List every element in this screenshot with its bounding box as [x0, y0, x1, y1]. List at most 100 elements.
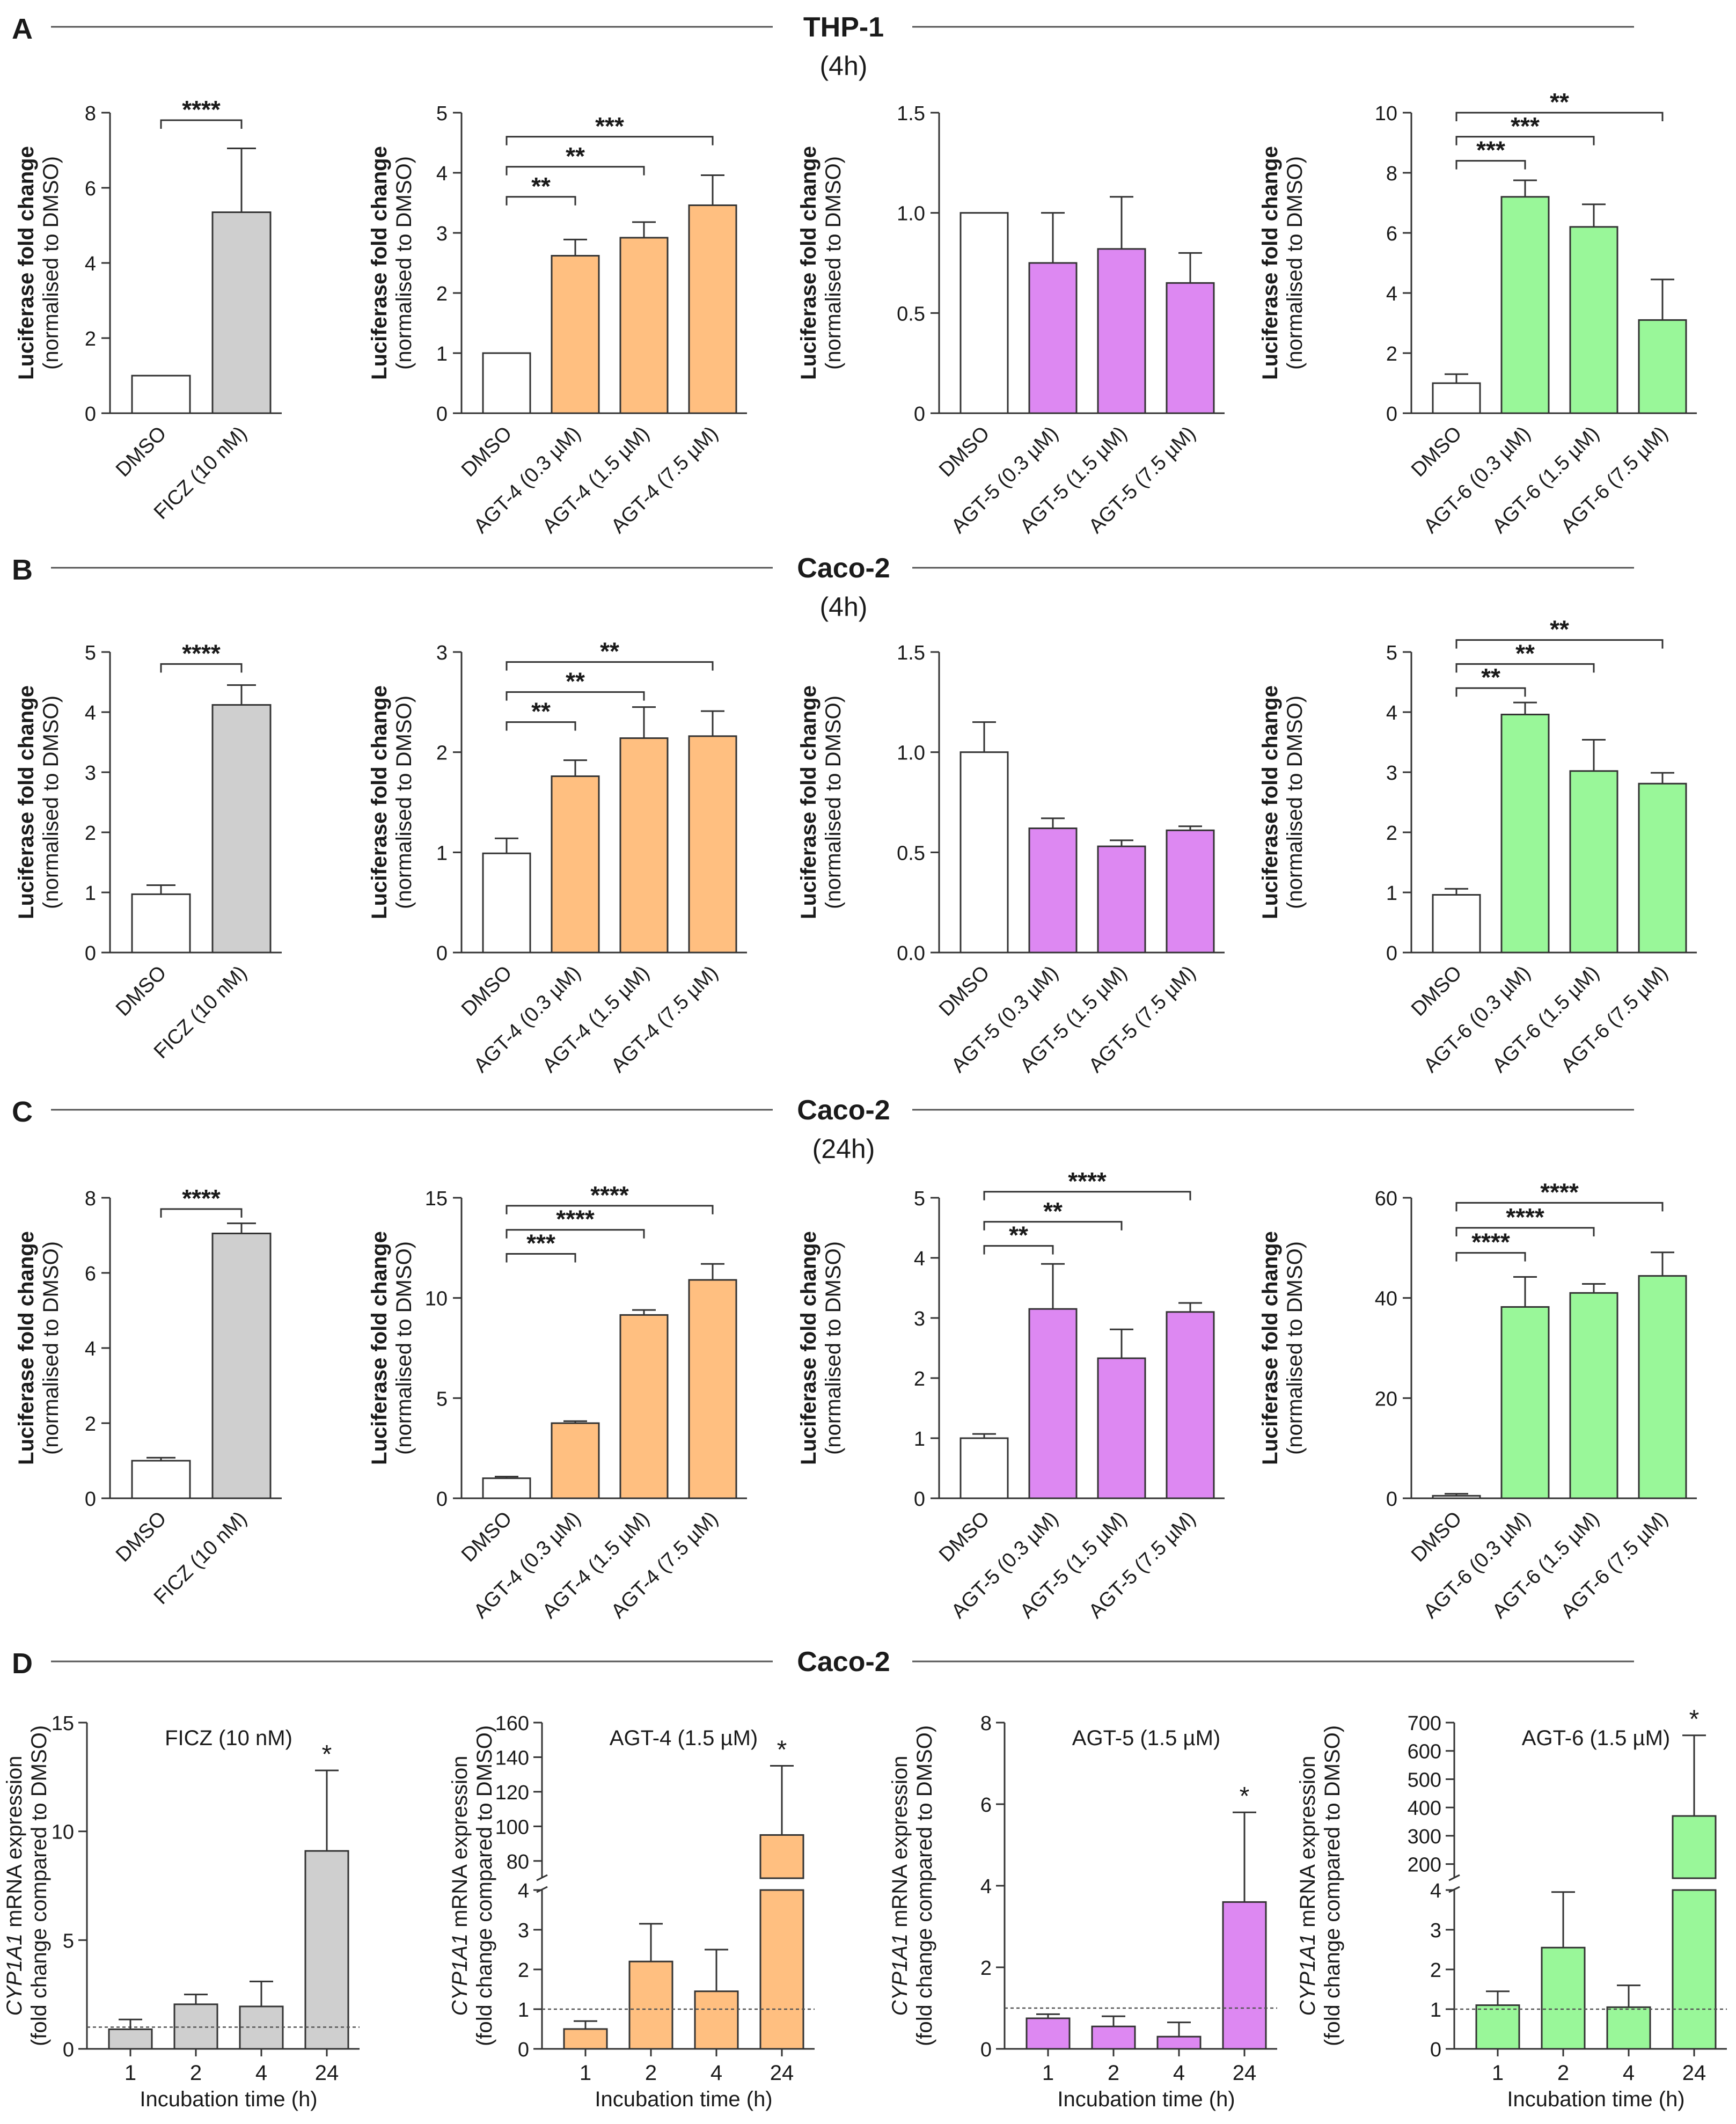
y-tick-label: 4 — [85, 1338, 96, 1360]
significance-bracket — [1455, 687, 1526, 697]
y-tick-label: 2 — [1430, 1959, 1441, 1982]
y-axis-label-line2: (fold change compared to DMSO) — [27, 1725, 51, 2046]
y-axis-label-line2: (normalised to DMSO) — [392, 156, 416, 370]
y-tick-label: 0 — [914, 403, 925, 426]
bar — [1166, 1311, 1215, 1499]
x-tick-label: DMSO — [457, 422, 516, 481]
significance-label: ** — [531, 172, 551, 200]
x-tick-label: 2 — [645, 2061, 657, 2085]
bar — [1500, 713, 1550, 954]
y-tick-label: 3 — [1386, 762, 1397, 785]
y-tick-label: 5 — [436, 1388, 448, 1410]
bar — [1097, 248, 1146, 414]
y-tick-label: 1 — [85, 882, 96, 905]
y-axis-label-line1: Luciferase fold change — [368, 146, 391, 380]
significance-bracket — [506, 166, 645, 175]
y-axis-label-line2: (normalised to DMSO) — [822, 1241, 845, 1455]
y-tick-label: 2 — [1386, 822, 1397, 845]
x-tick-label: 4 — [1173, 2061, 1185, 2085]
significance-star: * — [777, 1736, 787, 1764]
bar — [1166, 282, 1215, 414]
significance-bracket — [506, 196, 576, 206]
significance-bracket — [1455, 1227, 1595, 1236]
x-tick-label: DMSO — [112, 422, 171, 481]
y-axis-label-line2: (normalised to DMSO) — [39, 1241, 63, 1455]
chart-title: AGT-4 (1.5 µM) — [610, 1726, 758, 1750]
y-tick-label: 3 — [436, 223, 448, 245]
y-axis-label-line2: (normalised to DMSO) — [822, 695, 845, 909]
bar — [1028, 827, 1078, 954]
y-axis-label-line1: Luciferase fold change — [14, 685, 38, 919]
y-tick-label: 2 — [85, 1413, 96, 1435]
y-axis-label-line1: Luciferase fold change — [1258, 1231, 1282, 1465]
y-tick-label: 0 — [85, 1488, 96, 1511]
y-tick-label: 0 — [1386, 1488, 1397, 1511]
y-tick-label: 20 — [1375, 1388, 1397, 1410]
bar — [688, 204, 737, 414]
x-tick-label: 2 — [190, 2061, 202, 2085]
y-tick-label: 8 — [85, 1188, 96, 1210]
bar — [1475, 2004, 1520, 2050]
y-axis-label-line2: (fold change compared to DMSO) — [1321, 1725, 1344, 2046]
y-tick-label: 1 — [436, 343, 448, 365]
significance-star: * — [1240, 1782, 1250, 1811]
bar — [628, 1960, 673, 2050]
bar — [1500, 196, 1550, 414]
significance-bracket — [1455, 1202, 1664, 1212]
significance-label: *** — [1476, 136, 1505, 164]
significance-bracket — [983, 1245, 1054, 1255]
row-subtitle: (4h) — [820, 592, 868, 622]
y-tick-label: 500 — [1408, 1769, 1441, 1791]
y-tick-label: 600 — [1408, 1741, 1441, 1763]
y-axis-label-line1: Luciferase fold change — [368, 1231, 391, 1465]
y-axis-label: Luciferase fold change(normalised to DMS… — [1258, 146, 1307, 380]
y-tick-label: 0 — [518, 2039, 529, 2061]
x-axis-label: Incubation time (h) — [140, 2088, 317, 2111]
y-axis-label-line2: (normalised to DMSO) — [39, 695, 63, 909]
bar — [131, 1460, 191, 1499]
gene-name: CYP1A1 — [448, 1933, 472, 2016]
bar — [563, 2028, 608, 2050]
y-axis-label-line1-rest: mRNA expression — [3, 1756, 26, 1933]
y-axis-label-line1: Luciferase fold change — [797, 685, 821, 919]
y-tick-label: 4 — [85, 253, 96, 275]
y-tick-label: 8 — [85, 102, 96, 125]
y-tick-label: 0 — [85, 942, 96, 965]
bar — [482, 852, 531, 954]
y-tick-label: 5 — [63, 1930, 74, 1952]
y-tick-label: 10 — [52, 1821, 74, 1844]
significance-star: * — [322, 1740, 332, 1769]
y-tick-label: 6 — [1386, 223, 1397, 245]
y-tick-label: 0 — [436, 403, 448, 426]
chart-title: AGT-6 (1.5 µM) — [1522, 1726, 1670, 1750]
y-tick-label: 4 — [518, 1880, 529, 1902]
bar — [688, 735, 737, 954]
x-tick-label: 1 — [124, 2061, 136, 2085]
y-axis-label: CYP1A1 mRNA expression(fold change compa… — [448, 1725, 496, 2046]
bar — [304, 1850, 349, 2050]
y-tick-label: 0 — [1430, 2039, 1441, 2061]
y-tick-label: 4 — [980, 1876, 992, 1898]
bar — [482, 1477, 531, 1499]
significance-label: **** — [1506, 1203, 1544, 1231]
row-title: Caco-2 — [797, 1646, 890, 1678]
x-tick-label: DMSO — [1407, 422, 1466, 481]
y-axis-label: Luciferase fold change(normalised to DMS… — [368, 146, 416, 380]
y-axis-label-line2: (normalised to DMSO) — [392, 1241, 416, 1455]
x-tick-label: DMSO — [112, 1507, 171, 1566]
bar — [619, 237, 669, 414]
bar — [211, 1233, 272, 1499]
gene-name: CYP1A1 — [888, 1933, 912, 2016]
y-axis-label-line1-rest: mRNA expression — [1296, 1756, 1320, 1933]
y-axis-label-line2: (fold change compared to DMSO) — [913, 1725, 936, 2046]
y-tick-label: 8 — [1386, 163, 1397, 185]
y-tick-label: 0.5 — [897, 842, 925, 865]
y-tick-label: 5 — [914, 1188, 925, 1210]
bar — [1432, 1495, 1481, 1499]
y-axis-label: Luciferase fold change(normalised to DMS… — [14, 685, 63, 919]
bar-upper-segment — [759, 1834, 804, 1879]
